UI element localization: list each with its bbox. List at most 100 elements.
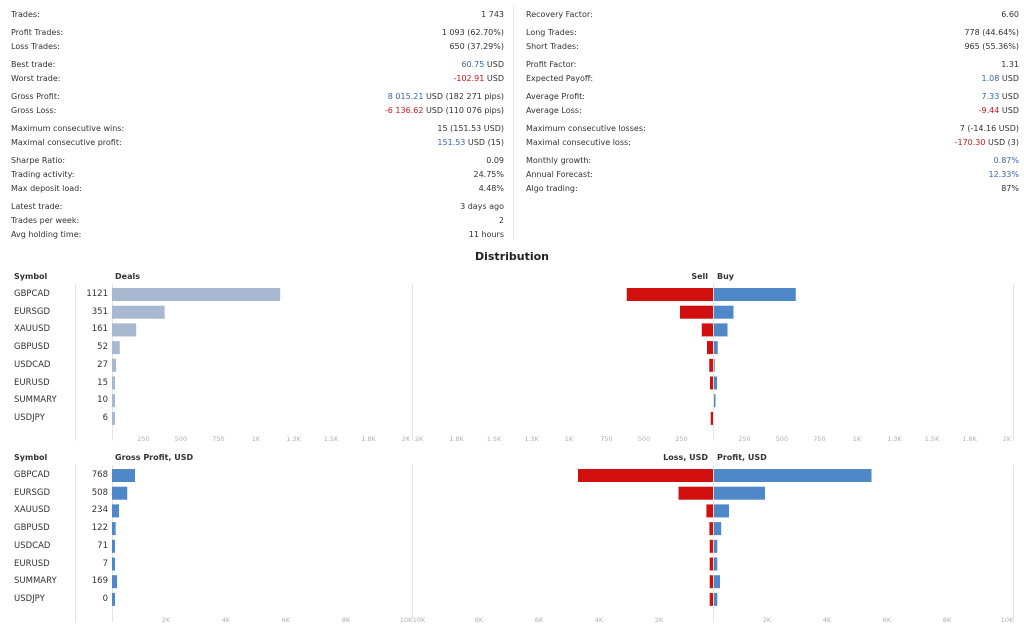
x-tick-label: 10K [399,615,413,624]
sell-loss-bar [706,504,713,518]
symbol-label: SUMMARY [14,576,57,587]
stat-label: Average Profit: [526,92,585,101]
stat-label: Annual Forecast: [526,170,593,179]
x-tick-label: 750 [212,434,225,443]
x-tick-label: 1.3K [524,434,539,443]
x-tick-label: 10K [1000,615,1014,624]
stat-value: -6 136.62 USD (110 076 pips) [385,104,504,118]
stat-row: Short Trades: 965 (55.36%) [526,40,1019,54]
stat-label: Gross Loss: [11,106,57,115]
symbol-label: EURSGD [14,306,51,317]
x-tick-label: 1.3K [286,434,301,443]
stat-label: Maximum consecutive losses: [526,124,646,133]
value-label: 27 [97,359,108,370]
stat-label: Maximum consecutive wins: [11,124,125,133]
stat-value: 11 hours [468,230,504,239]
buy-profit-bar [714,504,729,518]
stat-row: Avg holding time: 11 hours [11,228,504,242]
buy-profit-bar [714,376,717,390]
value-label: 1121 [86,289,108,299]
stat-value: 7 (-14.16 USD) [959,124,1019,133]
stat-label: Profit Factor: [526,60,577,69]
stat-value-highlight: 1.08 [981,74,1000,83]
stat-value: 778 (44.64%) [964,28,1019,37]
x-tick-label: 10K [412,615,426,624]
stat-row: Maximal consecutive loss: -170.30 USD (3) [526,136,1019,150]
stat-value: 1.08 USD [982,72,1019,86]
x-tick-label: 4K [221,615,231,624]
symbol-header: Symbol [14,453,48,462]
x-tick-label: 8K [341,615,351,624]
buy-profit-bar [714,557,718,571]
stat-value-highlight: -9.44 [978,106,1000,115]
stat-value: 15 (151.53 USD) [437,124,504,133]
x-tick-label: 1.5K [486,434,502,443]
x-tick-label: 250 [675,434,688,443]
stat-label: Long Trades: [526,28,577,37]
value-label: 52 [97,342,108,353]
stat-row: Max deposit load: 4.48% [11,182,504,196]
value-label: 169 [91,576,108,587]
stats-column-divider [513,6,514,240]
right-chart-right-header: Buy [717,272,735,281]
distribution-title: Distribution [474,250,550,263]
stat-row: Average Profit: 7.33 USD [526,90,1019,104]
left-bar [112,592,115,606]
buy-profit-bar [714,469,872,482]
value-label: 15 [97,377,108,388]
buy-profit-bar [714,358,715,372]
left-chart-header: Deals [115,272,140,281]
stat-label: Trades per week: [11,216,80,225]
x-tick-label: 4K [594,615,604,624]
x-tick-label: 1.5K [323,434,339,443]
x-tick-label: 1.3K [887,434,902,443]
stat-label: Max deposit load: [11,184,82,193]
value-label: 6 [102,412,108,423]
stat-row: Loss Trades: 650 (37.29%) [11,40,504,54]
buy-profit-bar [714,486,765,500]
left-bar [112,575,118,589]
left-bar [112,376,115,390]
symbol-header: Symbol [14,272,48,281]
x-tick-label: 500 [637,434,651,443]
stat-row: Gross Loss: -6 136.62 USD (110 076 pips) [11,104,504,118]
buy-profit-bar [714,522,722,536]
right-chart-left-header: Sell [691,272,708,281]
stat-label: Gross Profit: [11,92,60,101]
sell-loss-bar [707,341,713,355]
stats-right-column: Recovery Factor: 6.60 Long Trades: 778 (44.… [526,8,1019,196]
left-chart-header: Gross Profit, USD [115,453,194,462]
buy-profit-bar [714,288,796,301]
x-tick-label: 750 [813,434,826,443]
stats-left-column: Trades: 1 743 Profit Trades: 1 093 (62.70%)… [11,8,504,242]
stat-value-highlight: 151.53 [437,138,466,147]
buy-profit-bar [714,592,718,606]
stat-row: Annual Forecast: 12.33% [526,168,1019,182]
stat-row: Trades: 1 743 [11,8,504,22]
stat-label: Monthly growth: [526,156,592,165]
buy-profit-bar [714,575,720,589]
stat-value: 965 (55.36%) [964,42,1019,51]
left-bar [112,305,165,319]
stat-value: 0.09 [486,156,504,165]
stat-row: Monthly growth: 0.87% [526,154,1019,168]
x-tick-label: 2K [1002,434,1012,443]
stat-value: 6.60 [1001,10,1019,19]
stat-label: Algo trading: [526,184,578,193]
stat-value-highlight: 12.33% [988,170,1019,179]
stat-value: 1 743 [481,10,504,19]
x-tick-label: 2K [414,434,424,443]
stat-label: Trading activity: [11,170,75,179]
stat-value-highlight: 0.87% [993,156,1019,165]
left-bar [112,557,115,571]
symbol-label: GBPUSD [14,523,50,534]
stat-value-suffix: USD (110 076 pips) [423,106,504,115]
stat-label: Short Trades: [526,42,579,51]
symbol-label: USDCAD [14,540,51,551]
sell-loss-bar [709,575,713,589]
stat-row: Maximal consecutive profit: 151.53 USD (1… [11,136,504,150]
symbol-label: XAUUSD [14,324,51,335]
x-tick-label: 4K [822,615,832,624]
stat-label: Average Loss: [526,106,582,115]
value-label: 122 [91,523,108,534]
